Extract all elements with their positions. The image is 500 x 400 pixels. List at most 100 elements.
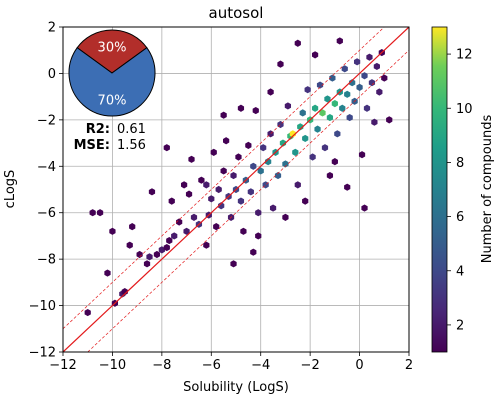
hexbin-cell	[215, 185, 222, 194]
y-axis-ticks: −12 −10 −8 −6 −4 −2 0 2	[29, 21, 63, 361]
hexbin-cell	[381, 74, 388, 82]
svg-text:MSE:: MSE:	[74, 138, 110, 153]
hexbin-cell	[136, 250, 143, 259]
y-tick-label: −12	[29, 346, 56, 361]
hexbin-cell	[368, 79, 376, 87]
hexbin-cell	[297, 123, 304, 131]
mse-label: MSE	[74, 138, 105, 153]
colorbar-tick-label: 6	[456, 210, 464, 225]
y-tick-label: 2	[48, 21, 56, 36]
hexbin-cell	[198, 176, 205, 184]
stats-box: R2: 0.61 MSE: 1.56	[74, 122, 146, 153]
hexbin-cell	[176, 218, 183, 226]
hexbin-cell	[126, 241, 133, 249]
hexbin-cell	[260, 144, 267, 152]
x-tick-label: −10	[99, 358, 126, 373]
hexbin-cell	[208, 195, 215, 203]
hexbin-cell	[210, 148, 217, 156]
hexbin-cell	[185, 190, 193, 198]
hexbin-cell	[302, 197, 309, 205]
hexbin-cell	[344, 183, 351, 191]
hexbin-cell	[240, 227, 247, 235]
hexbin-cell	[213, 223, 220, 231]
hexbin-cell	[294, 181, 301, 189]
hexbin-cell	[346, 113, 353, 122]
hexbin-cell	[326, 113, 334, 122]
hexbin-cell	[361, 204, 368, 212]
hexbin-cell	[255, 209, 262, 217]
reference-lines	[63, 27, 409, 352]
hexbin-cell	[336, 37, 343, 45]
x-tick-label: −4	[251, 358, 270, 373]
hexbin-cell	[321, 144, 329, 152]
pie-slice	[68, 47, 156, 117]
hexbin-cell	[311, 104, 319, 112]
train-test-pie: 30% 70%	[68, 29, 156, 117]
hexbin-cell	[158, 246, 165, 254]
hexbin-cell	[96, 209, 104, 217]
colorbar-tick-label: 8	[456, 156, 464, 171]
pie-slice-label: 70%	[98, 94, 127, 109]
hexbin-cell	[255, 232, 262, 240]
colorbar-tick-label: 4	[456, 264, 464, 279]
hexbin-cell	[245, 141, 252, 149]
y-axis-label: cLogS	[3, 170, 18, 209]
hexbin-cell	[344, 90, 351, 98]
hexbin-cell	[356, 83, 363, 91]
hexbin-cell	[265, 158, 272, 166]
colorbar-ticks: 2 4 6 8 10 12	[447, 48, 473, 333]
x-tick-label: −2	[301, 358, 320, 373]
hexbin-cell	[386, 116, 393, 124]
y-tick-label: −6	[37, 206, 56, 221]
hexbin-cell	[230, 260, 237, 268]
hexbin-cell	[331, 158, 338, 166]
hexbin-cell	[371, 118, 378, 126]
hexbin-cell	[220, 167, 227, 175]
hexbin-cell	[329, 74, 336, 82]
pie-slice-label: 30%	[98, 40, 127, 55]
hexbin-cell	[237, 104, 245, 112]
y-tick-label: −4	[37, 160, 56, 175]
x-tick-label: −6	[202, 358, 221, 373]
hexbin-cell	[237, 197, 245, 205]
hexbin-cell	[163, 243, 170, 252]
hexbin-cell	[129, 223, 136, 231]
plot-frame	[62, 26, 410, 353]
x-tick-label: −8	[152, 358, 171, 373]
hexbin-cell	[235, 153, 242, 161]
pie-slice	[76, 29, 148, 74]
hexbin-cell	[146, 253, 153, 261]
hexbin-cell	[166, 236, 173, 245]
y-tick-label: −2	[37, 113, 56, 128]
hexbin-cell	[326, 171, 334, 180]
hexbin-cell	[250, 162, 257, 170]
hexbin-cell	[304, 86, 311, 94]
hexbin-cell	[284, 102, 292, 110]
hexbin-cell	[314, 125, 321, 133]
hexbin-cell	[257, 167, 264, 175]
upper-band-line	[63, 27, 385, 330]
hexbin-cell	[309, 153, 316, 161]
hexbin-cell	[358, 151, 366, 159]
hexbin-cell	[267, 88, 274, 96]
hexbin-cell	[366, 53, 373, 61]
hexbin-cell	[168, 197, 175, 205]
hexbin-cell	[282, 213, 289, 221]
hexbin-cell	[292, 148, 299, 156]
hexbin-cell	[223, 137, 230, 145]
hexbin-cell	[153, 250, 161, 259]
hexbin-cell	[373, 62, 380, 71]
colorbar	[431, 26, 448, 353]
hexbin-cell	[294, 39, 301, 47]
y-tick-label: −10	[29, 299, 56, 314]
x-tick-label: 0	[355, 358, 363, 373]
hexbin-cell	[302, 134, 309, 143]
hexbin-cell	[349, 79, 356, 87]
hexbin-cell	[247, 188, 254, 196]
r2-value: 0.61	[117, 122, 146, 137]
hexbin-cell	[183, 227, 190, 235]
hexbin-cell	[188, 155, 195, 163]
x-axis-ticks: −12 −10 −8 −6 −4 −2 0 2	[49, 352, 413, 373]
hexbin-cell	[331, 100, 338, 108]
hexbin-cell	[250, 248, 257, 256]
